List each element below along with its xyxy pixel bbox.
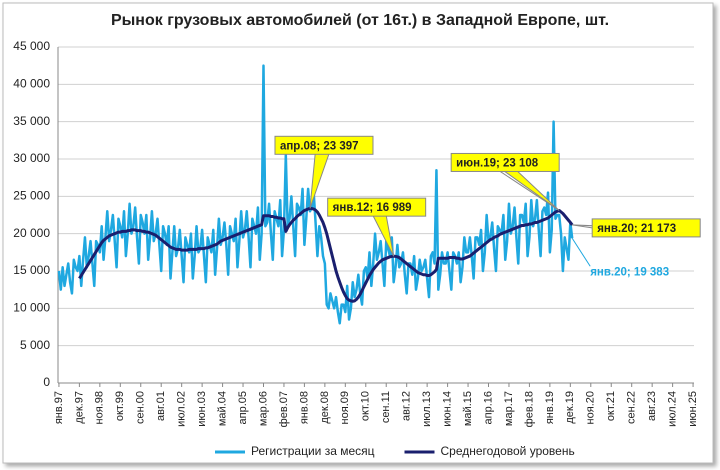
annotation-box (327, 197, 427, 217)
annotation-box (274, 135, 374, 155)
series-line (57, 64, 574, 325)
x-tick-label: ноя.09 (339, 391, 351, 424)
x-tick-label: сен.11 (380, 391, 392, 423)
x-tick-label: июл.24 (667, 391, 679, 427)
legend-label: Среднегодовой уровень (441, 444, 575, 458)
y-tick-label: 5 000 (20, 338, 50, 352)
annotation-box (450, 152, 560, 172)
annotation-leader (571, 238, 591, 267)
x-tick-label: июл.02 (176, 391, 188, 427)
x-tick-label: май.04 (216, 391, 228, 426)
annotation-box (591, 218, 701, 238)
annotation: июн.19; 23 108 (450, 152, 560, 211)
x-tick-label: фев.18 (523, 391, 535, 427)
x-tick-label: ноя.98 (94, 391, 106, 424)
x-tick-label: апр.05 (237, 391, 249, 424)
legend-label: Регистрации за месяц (251, 444, 375, 458)
x-tick-label: май.15 (462, 391, 474, 426)
y-tick-label: 35 000 (13, 114, 50, 128)
y-tick-label: 0 (43, 375, 50, 389)
x-tick-label: янв.97 (53, 391, 65, 424)
y-tick-label: 10 000 (13, 301, 50, 315)
x-tick-label: янв.19 (544, 391, 556, 424)
annotation-label: апр.08; 23 397 (280, 140, 359, 152)
series-line (78, 206, 574, 303)
y-tick-label: 45 000 (13, 39, 50, 53)
y-tick-label: 25 000 (13, 189, 50, 203)
annotation: апр.08; 23 397 (274, 135, 374, 209)
x-tick-label: окт.10 (360, 391, 372, 421)
x-tick-label: июн.14 (442, 391, 454, 427)
x-tick-label: дек.97 (73, 391, 85, 424)
annotation-label: янв.12; 16 989 (333, 202, 412, 214)
x-tick-label: сен.00 (135, 391, 147, 424)
y-tick-label: 40 000 (13, 77, 50, 91)
x-tick-label: дек.19 (564, 391, 576, 424)
x-tick-label: мар.06 (257, 391, 269, 426)
x-tick-label: авг.12 (401, 391, 413, 421)
annotation: янв.20; 19 383 (571, 238, 669, 278)
x-tick-label: ноя.20 (585, 391, 597, 424)
x-tick-label: янв.08 (298, 391, 310, 424)
y-tick-label: 15 000 (13, 263, 50, 277)
x-tick-label: авг.01 (155, 391, 167, 421)
chart-title: Рынок грузовых автомобилей (от 16т.) в З… (111, 12, 609, 29)
y-tick-label: 30 000 (13, 151, 50, 165)
annotation: янв.12; 16 989 (327, 197, 427, 257)
annotation-label: янв.20; 21 173 (597, 223, 676, 235)
x-tick-label: апр.16 (482, 391, 494, 424)
x-tick-label: дек.08 (319, 391, 331, 424)
y-tick-label: 20 000 (13, 226, 50, 240)
x-tick-label: июл.13 (421, 391, 433, 427)
x-tick-label: фев.07 (278, 391, 290, 427)
annotation-label: янв.20; 19 383 (590, 266, 669, 278)
x-tick-label: авг.23 (646, 391, 658, 421)
x-tick-label: сен.22 (626, 391, 638, 424)
annotation-label: июн.19; 23 108 (456, 157, 539, 169)
x-tick-label: окт.99 (114, 391, 126, 421)
x-tick-label: июн.03 (196, 391, 208, 427)
x-tick-label: июн.25 (687, 391, 699, 427)
annotation: янв.20; 21 173 (572, 218, 701, 238)
x-tick-label: мар.17 (503, 391, 515, 426)
x-tick-label: окт.21 (605, 391, 617, 421)
